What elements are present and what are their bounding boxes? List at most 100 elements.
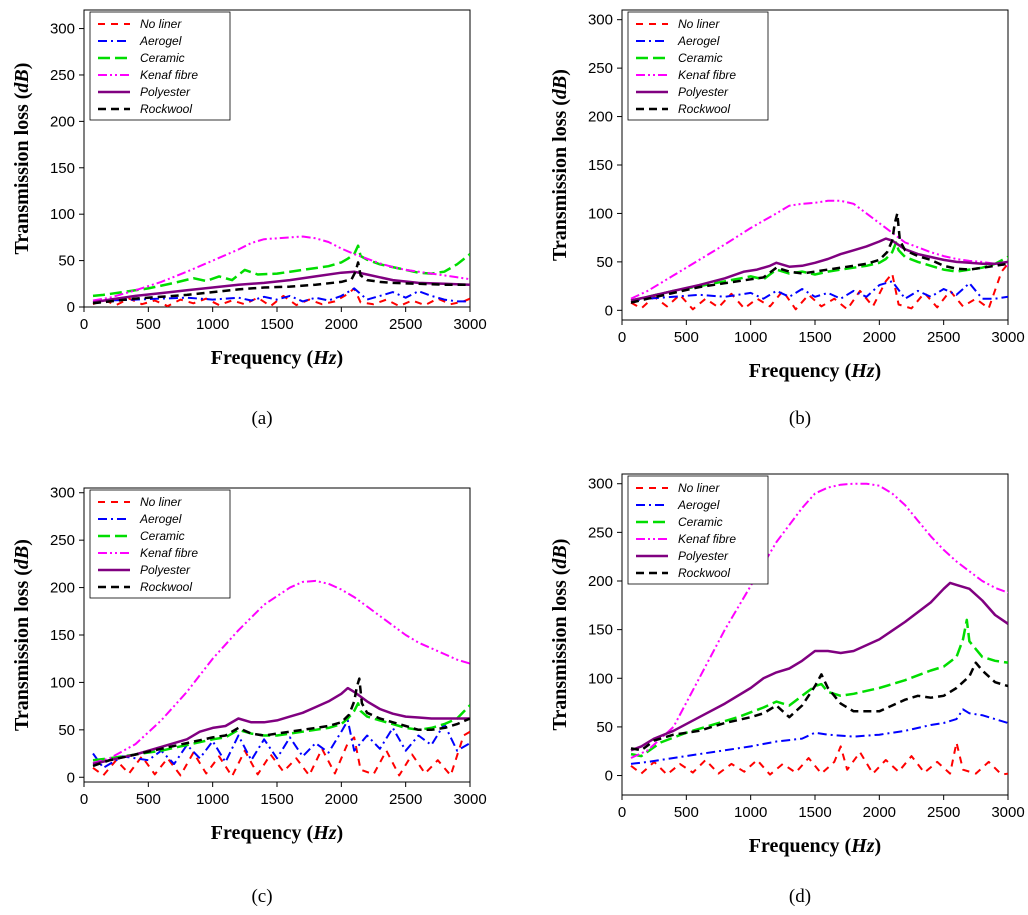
series-line-rockwool bbox=[630, 661, 1008, 752]
x-tick-label: 2000 bbox=[863, 804, 896, 821]
y-tick-label: 250 bbox=[588, 524, 613, 541]
x-axis-title-tail: ) bbox=[337, 347, 344, 369]
series-line-ceramic bbox=[630, 241, 1008, 302]
x-tick-label: 2000 bbox=[325, 791, 358, 808]
x-tick-label: 2500 bbox=[927, 804, 960, 821]
legend-entry-label: Polyester bbox=[140, 85, 191, 99]
x-axis-title-main: Frequency ( bbox=[749, 360, 852, 382]
y-tick-label: 150 bbox=[50, 160, 75, 177]
x-tick-label: 0 bbox=[618, 804, 626, 821]
y-tick-label: 50 bbox=[596, 254, 613, 271]
y-tick-label: 300 bbox=[50, 21, 75, 38]
y-tick-label: 250 bbox=[50, 67, 75, 84]
x-tick-label: 3000 bbox=[991, 329, 1024, 346]
y-tick-label: 100 bbox=[50, 674, 75, 691]
series-line-no-liner bbox=[630, 741, 1008, 776]
x-tick-label: 2500 bbox=[389, 316, 422, 333]
y-axis-title: Transmission loss (dB) bbox=[549, 69, 571, 261]
y-tick-label: 200 bbox=[588, 109, 613, 126]
legend-entry-label: Kenaf fibre bbox=[140, 68, 198, 82]
series-line-polyester bbox=[92, 270, 470, 304]
y-tick-label: 0 bbox=[605, 302, 613, 319]
y-tick-label: 100 bbox=[588, 670, 613, 687]
legend-box bbox=[627, 11, 769, 121]
legend-entry-label: Ceramic bbox=[678, 515, 723, 529]
x-tick-label: 1500 bbox=[798, 329, 831, 346]
x-tick-label: 1500 bbox=[260, 791, 293, 808]
x-tick-label: 1500 bbox=[798, 804, 831, 821]
y-axis-title-unit: dB bbox=[549, 76, 571, 99]
legend-entry-label: Ceramic bbox=[140, 529, 185, 543]
x-tick-label: 500 bbox=[136, 316, 161, 333]
x-tick-label: 500 bbox=[674, 329, 699, 346]
y-axis-title-main: Transmission loss ( bbox=[11, 92, 33, 254]
x-tick-label: 2500 bbox=[389, 791, 422, 808]
y-axis-title-unit: dB bbox=[11, 69, 33, 92]
legend-entry-label: Polyester bbox=[678, 549, 729, 563]
y-tick-label: 300 bbox=[50, 485, 75, 502]
y-axis-title-main: Transmission loss ( bbox=[549, 99, 571, 261]
legend-entry-label: Polyester bbox=[678, 85, 729, 99]
x-axis-title: Frequency (Hz) bbox=[749, 360, 881, 382]
y-tick-label: 0 bbox=[67, 299, 75, 316]
x-axis-title: Frequency (Hz) bbox=[211, 822, 343, 844]
chart-a: 0 500 1000 1500 2000 2500 3000 0 50 100 150 200 250 3… bbox=[11, 9, 487, 429]
y-tick-label: 50 bbox=[596, 719, 613, 736]
x-tick-label: 3000 bbox=[991, 804, 1024, 821]
y-tick-label: 200 bbox=[50, 113, 75, 130]
x-axis-title-main: Frequency ( bbox=[749, 835, 852, 857]
x-tick-label: 3000 bbox=[453, 316, 486, 333]
y-tick-label: 300 bbox=[588, 476, 613, 493]
legend-entry-label: Polyester bbox=[140, 563, 191, 577]
x-axis-title-main: Frequency ( bbox=[211, 822, 314, 844]
legend-entry-label: Kenaf fibre bbox=[140, 546, 198, 560]
series-line-kenaf-fibre bbox=[92, 579, 470, 764]
x-tick-label: 2500 bbox=[927, 329, 960, 346]
subfigure-caption: (d) bbox=[789, 886, 811, 907]
series-line-no-liner bbox=[630, 263, 1008, 311]
y-tick-label: 100 bbox=[588, 205, 613, 222]
x-tick-label: 1000 bbox=[734, 329, 767, 346]
x-tick-label: 1000 bbox=[196, 791, 229, 808]
series-line-polyester bbox=[92, 686, 470, 766]
x-tick-label: 2000 bbox=[863, 329, 896, 346]
y-tick-label: 250 bbox=[50, 532, 75, 549]
y-tick-label: 0 bbox=[67, 769, 75, 786]
x-axis-title-unit: Hz bbox=[850, 835, 875, 857]
legend-entry-label: Rockwool bbox=[140, 102, 192, 116]
y-axis-title-tail: ) bbox=[549, 69, 571, 76]
series-line-aerogel bbox=[630, 708, 1008, 765]
y-tick-label: 50 bbox=[58, 722, 75, 739]
subfigure-caption: (c) bbox=[251, 886, 272, 907]
y-axis-title-main: Transmission loss ( bbox=[549, 568, 571, 730]
series-line-aerogel bbox=[630, 280, 1008, 302]
y-tick-label: 150 bbox=[588, 622, 613, 639]
legend-entry-label: Ceramic bbox=[140, 51, 185, 65]
y-tick-label: 100 bbox=[50, 206, 75, 223]
legend-box bbox=[89, 11, 231, 121]
series-line-ceramic bbox=[630, 618, 1008, 758]
y-axis-title-main: Transmission loss ( bbox=[11, 569, 33, 731]
chart-c: 0 500 1000 1500 2000 2500 3000 0 50 100 150 200 250 3… bbox=[11, 485, 487, 907]
legend-entry-label: Ceramic bbox=[678, 51, 723, 65]
series-line-kenaf-fibre bbox=[630, 482, 1008, 759]
y-tick-label: 250 bbox=[588, 60, 613, 77]
series-line-rockwool bbox=[92, 677, 470, 768]
legend-entry-label: No liner bbox=[678, 17, 720, 31]
x-tick-label: 0 bbox=[80, 791, 88, 808]
legend-entry-label: Kenaf fibre bbox=[678, 68, 736, 82]
y-tick-label: 150 bbox=[588, 157, 613, 174]
legend-box bbox=[627, 475, 769, 585]
series-line-ceramic bbox=[92, 702, 470, 762]
y-tick-label: 0 bbox=[605, 768, 613, 785]
x-axis-title-tail: ) bbox=[875, 360, 882, 382]
x-tick-label: 1000 bbox=[734, 804, 767, 821]
y-axis-title-unit: dB bbox=[549, 545, 571, 568]
x-axis-title-unit: Hz bbox=[312, 347, 337, 369]
legend-entry-label: Aerogel bbox=[139, 512, 182, 526]
series-line-kenaf-fibre bbox=[92, 235, 470, 302]
legend-entry-label: Aerogel bbox=[139, 34, 182, 48]
legend-entry-label: Rockwool bbox=[678, 566, 730, 580]
x-tick-label: 3000 bbox=[453, 791, 486, 808]
